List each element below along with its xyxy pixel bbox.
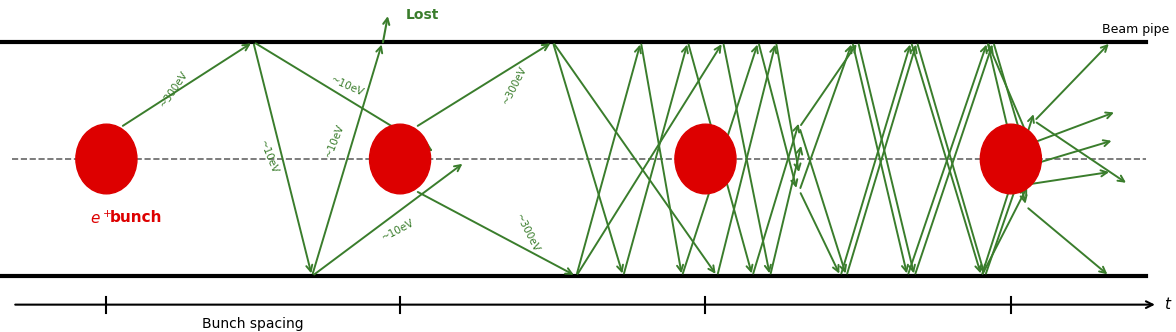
Text: t: t: [1163, 297, 1170, 312]
Text: Beam pipe: Beam pipe: [1102, 23, 1169, 36]
Text: Bunch spacing: Bunch spacing: [202, 317, 305, 331]
Text: ~10eV: ~10eV: [380, 217, 415, 243]
Text: Lost: Lost: [406, 8, 440, 22]
Ellipse shape: [76, 124, 136, 194]
Ellipse shape: [981, 124, 1042, 194]
Text: ~10eV: ~10eV: [329, 74, 366, 98]
Text: ~300eV: ~300eV: [501, 64, 529, 106]
Text: ~10eV: ~10eV: [258, 139, 280, 176]
Ellipse shape: [369, 124, 430, 194]
Text: bunch: bunch: [109, 209, 162, 225]
Text: ~300eV: ~300eV: [513, 212, 541, 254]
Text: ~10eV: ~10eV: [323, 122, 346, 158]
Text: $e^+$: $e^+$: [89, 209, 112, 227]
Text: ~300eV: ~300eV: [159, 69, 191, 110]
Ellipse shape: [675, 124, 736, 194]
